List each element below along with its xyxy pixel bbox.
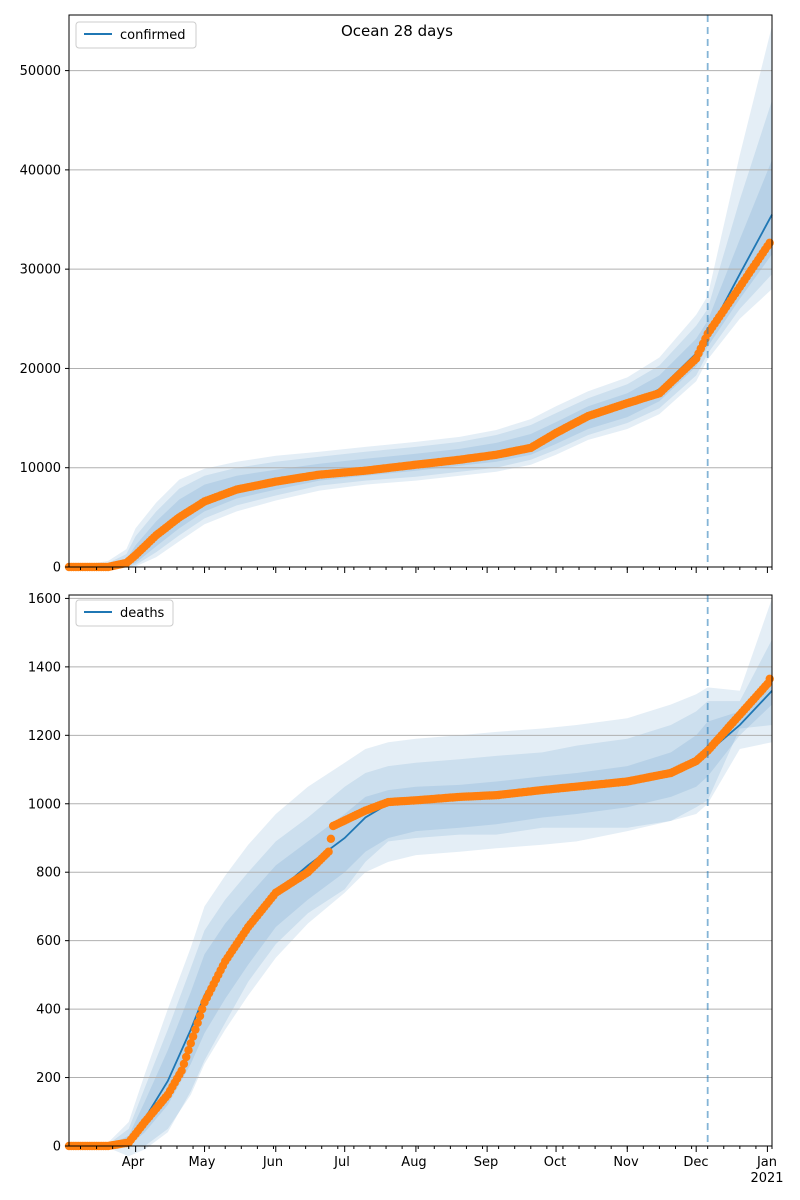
x-tick-label-jul: Jul [333,1155,350,1170]
x-tick-label-aug: Aug [401,1155,426,1170]
x-tick-label-nov: Nov [613,1155,639,1170]
y-tick-label: 10000 [20,461,61,476]
deaths-panel: 0 200 400 600 800 1000 1200 1400 1600 Apr May Ju… [28,592,784,1186]
legend-box [75,21,197,49]
y-tick-label: 1400 [28,660,61,675]
confirmed-uncertainty-bands [69,25,772,568]
uncertainty-band-2 [69,100,772,568]
uncertainty-band-1 [69,673,772,1146]
confirmed-legend: confirmed [75,21,197,49]
x-tick-label-apr: Apr [122,1155,145,1170]
observed-point [182,1052,191,1062]
observed-point [188,1032,198,1041]
observed-point [193,1018,202,1027]
observed-point [177,1066,186,1075]
confirmed-axes-frame [68,14,773,568]
y-tick-label: 1000 [28,797,61,812]
x-tick-label-jun: Jun [262,1155,283,1170]
observed-point [186,1039,195,1048]
confirmed-observed-points [64,238,774,572]
observed-point [765,674,774,683]
y-tick-label: 20000 [20,362,61,377]
y-tick-label: 0 [53,1140,61,1155]
observed-point [184,1046,193,1055]
confirmed-y-axis: 0 10000 20000 30000 40000 50000 [20,64,69,576]
observed-point [195,1011,205,1021]
deaths-legend: deaths [75,599,174,627]
confirmed-x-axis [79,567,773,573]
observed-point [326,834,336,843]
observed-point [179,1059,189,1069]
observed-point [765,238,774,247]
y-tick-label: 50000 [20,64,61,79]
figure-title: Ocean 28 days [341,22,453,40]
uncertainty-band-2 [69,639,772,1157]
y-tick-label: 30000 [20,263,61,278]
uncertainty-band-3 [69,25,772,567]
y-tick-label: 400 [36,1003,61,1018]
legend-box [75,599,174,627]
deaths-x-tick-labels: Apr May Jun Jul Aug Sep Oct Nov Dec Jan … [122,1155,784,1186]
legend-label: confirmed [120,28,186,43]
legend-label: deaths [120,606,165,621]
y-tick-label: 800 [36,866,61,881]
deaths-x-axis [79,1146,773,1152]
x-tick-label-sep: Sep [474,1155,499,1170]
y-tick-label: 0 [53,561,61,576]
deaths-axes-frame [68,594,773,1147]
y-tick-label: 40000 [20,163,61,178]
y-tick-label: 600 [36,934,61,949]
x-tick-label-may: May [189,1155,216,1170]
x-tick-label-dec: Dec [683,1155,708,1170]
x-tick-label-jan: Jan [756,1155,777,1170]
observed-point [191,1025,200,1034]
confirmed-panel: 0 10000 20000 30000 40000 50000 confirmed [20,14,774,576]
y-tick-label: 1200 [28,729,61,744]
deaths-y-axis: 0 200 400 600 800 1000 1200 1400 1600 [28,592,69,1155]
x-tick-label-year: 2021 [750,1171,783,1186]
y-tick-label: 200 [36,1071,61,1086]
x-tick-label-oct: Oct [544,1155,566,1170]
y-tick-label: 1600 [28,592,61,607]
observed-point [324,847,333,856]
observed-point [198,1004,207,1014]
